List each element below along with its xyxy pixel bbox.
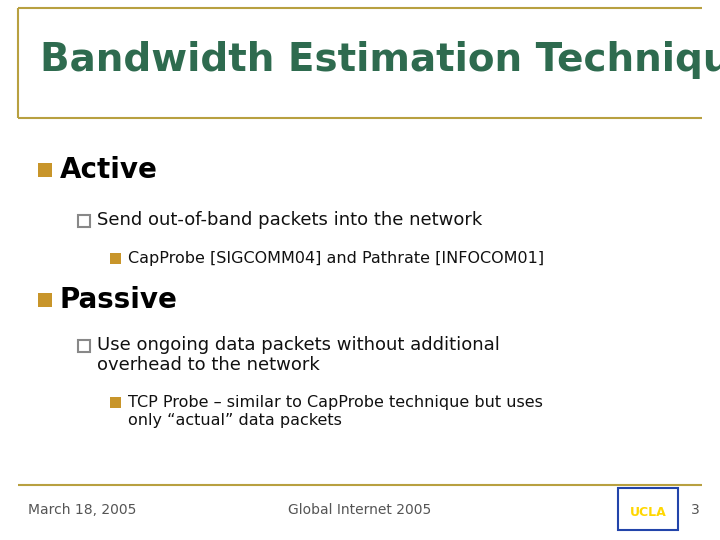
Text: CapProbe [SIGCOMM04] and Pathrate [INFOCOM01]: CapProbe [SIGCOMM04] and Pathrate [INFOC… — [128, 251, 544, 266]
Text: only “actual” data packets: only “actual” data packets — [128, 413, 342, 428]
Text: Bandwidth Estimation Techniques: Bandwidth Estimation Techniques — [40, 41, 720, 79]
Text: Send out-of-band packets into the network: Send out-of-band packets into the networ… — [97, 211, 482, 229]
Bar — [78, 340, 90, 352]
Text: Use ongoing data packets without additional: Use ongoing data packets without additio… — [97, 336, 500, 354]
Bar — [618, 488, 678, 530]
Bar — [38, 293, 52, 307]
Text: Active: Active — [60, 156, 158, 184]
Bar — [38, 163, 52, 177]
Bar — [78, 215, 90, 227]
Text: Passive: Passive — [60, 286, 178, 314]
Text: overhead to the network: overhead to the network — [97, 356, 320, 374]
Text: 3: 3 — [691, 503, 700, 517]
Text: Global Internet 2005: Global Internet 2005 — [289, 503, 431, 517]
Bar — [110, 253, 121, 264]
Text: UCLA: UCLA — [629, 505, 667, 518]
Bar — [110, 397, 121, 408]
Text: March 18, 2005: March 18, 2005 — [28, 503, 136, 517]
Text: TCP Probe – similar to CapProbe technique but uses: TCP Probe – similar to CapProbe techniqu… — [128, 395, 543, 409]
